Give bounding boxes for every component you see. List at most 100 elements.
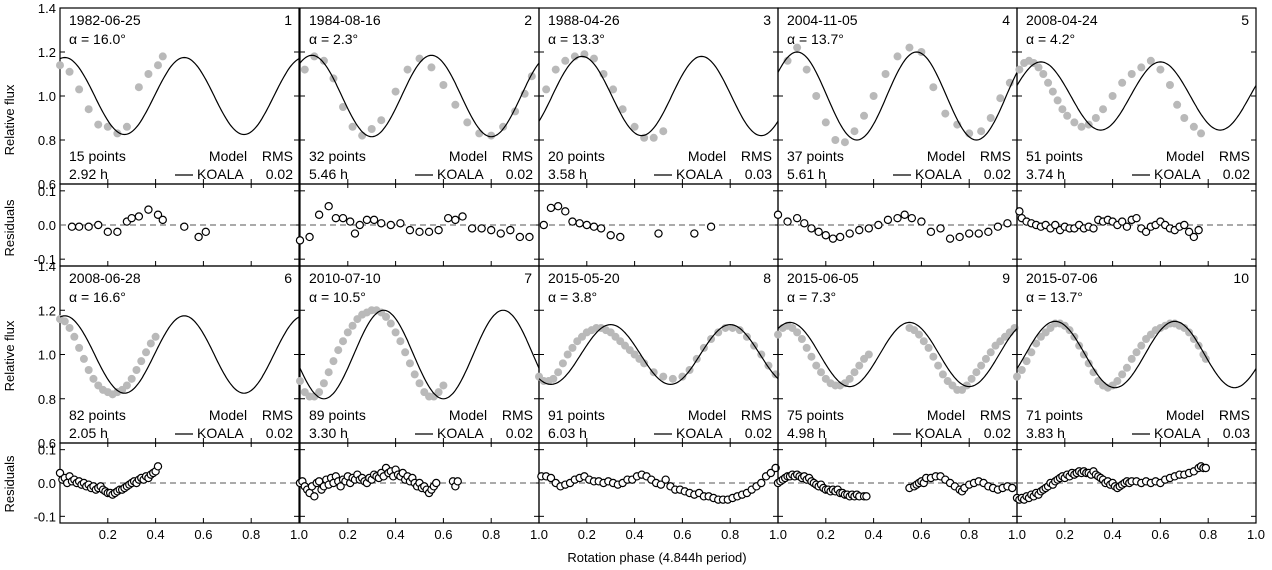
flux-point	[434, 388, 443, 397]
residual-tick-label: 0.0	[38, 218, 56, 233]
panel-alpha: α = 4.2°	[1026, 31, 1075, 47]
flux-point	[358, 131, 367, 140]
panel-number: 4	[1002, 12, 1010, 28]
flux-point	[329, 357, 338, 366]
panel-number: 9	[1002, 270, 1010, 286]
residual-point	[546, 203, 556, 213]
flux-point	[396, 337, 405, 346]
flux-point	[640, 359, 649, 368]
legend-model-header: Model	[927, 148, 965, 164]
residual-point	[324, 202, 333, 211]
x-tick-label: 1.0	[769, 527, 787, 542]
flux-point	[542, 85, 551, 94]
panel-alpha: α = 13.7°	[787, 31, 844, 47]
residual-point	[616, 232, 625, 242]
flux-point	[75, 343, 84, 352]
panel-number: 5	[1241, 12, 1249, 28]
legend-rms-value: 0.02	[1223, 166, 1250, 182]
residual-point	[706, 222, 716, 231]
residual-point	[864, 224, 874, 233]
panel-date: 2010-07-10	[309, 270, 381, 286]
flux-point	[1022, 357, 1031, 366]
residual-point	[974, 229, 983, 238]
flux-tick-label: 0.6	[38, 436, 56, 451]
residual-point	[362, 215, 372, 225]
residual-point	[596, 224, 606, 233]
flux-point	[391, 87, 400, 96]
legend-model-name: KOALA	[1154, 425, 1201, 441]
x-tick-label: 0.4	[626, 527, 644, 542]
flux-point	[972, 368, 981, 377]
residual-point	[153, 210, 163, 219]
x-axis-label: Rotation phase (4.844h period)	[567, 550, 746, 565]
residual-point	[568, 217, 577, 226]
legend-model-header: Model	[209, 148, 247, 164]
flux-point	[415, 54, 424, 63]
legend-rms-value: 0.03	[745, 166, 772, 182]
flux-point	[855, 361, 864, 370]
flux-point	[568, 343, 577, 352]
residual-point	[377, 219, 386, 228]
residual-point	[1008, 483, 1017, 493]
flux-point	[475, 129, 484, 138]
residual-point	[432, 478, 441, 488]
legend-model-header: Model	[449, 148, 487, 164]
flux-point	[1048, 87, 1057, 96]
residual-point	[305, 232, 314, 242]
panel-duration: 5.46 h	[309, 166, 348, 182]
legend-rms-value: 0.02	[266, 166, 293, 182]
residual-point	[1141, 227, 1151, 237]
flux-point	[929, 352, 938, 361]
flux-point	[630, 122, 639, 131]
model-curve	[1016, 61, 1257, 131]
residual-point	[553, 202, 563, 211]
flux-point	[463, 118, 472, 127]
model-curve	[59, 315, 300, 394]
flux-point	[153, 61, 162, 70]
residual-point	[661, 475, 670, 484]
flux-point	[137, 357, 146, 366]
x-tick-label: 0.6	[434, 527, 452, 542]
flux-point	[405, 359, 414, 368]
flux-point	[103, 122, 112, 131]
residual-point	[606, 231, 615, 240]
flux-point	[427, 63, 436, 72]
residual-point	[1184, 227, 1194, 237]
flux-point	[558, 359, 567, 368]
flux-point	[860, 111, 869, 120]
flux-point	[1017, 365, 1026, 374]
flux-point	[439, 381, 448, 390]
flux-point	[401, 348, 410, 357]
residual-point	[515, 232, 525, 242]
flux-point	[1027, 348, 1036, 357]
ylabel-flux-row2: Relative flux	[2, 320, 17, 391]
residual-point	[477, 224, 486, 233]
legend-model-header: Model	[688, 148, 726, 164]
flux-point	[840, 138, 849, 147]
residual-point	[314, 210, 324, 219]
panel-points-count: 37 points	[787, 148, 844, 164]
x-tick-label: 0.8	[242, 527, 260, 542]
panel-alpha: α = 10.5°	[309, 289, 366, 305]
legend-rms-value: 0.02	[506, 166, 533, 182]
flux-point	[678, 372, 687, 381]
flux-point	[122, 122, 131, 131]
ylabel-flux-row1: Relative flux	[2, 84, 17, 155]
panel-duration: 2.92 h	[69, 166, 108, 182]
flux-point	[1108, 92, 1117, 100]
flux-point	[1137, 341, 1146, 350]
x-tick-label: 0.2	[1056, 527, 1074, 542]
flux-tick-label: 0.8	[38, 133, 56, 148]
x-tick-label: 0.2	[578, 527, 596, 542]
flux-point	[70, 332, 79, 341]
flux-point	[451, 100, 460, 109]
panel-duration: 3.83 h	[1026, 425, 1065, 441]
residual-point	[835, 232, 845, 242]
flux-point	[812, 361, 821, 370]
flux-point	[551, 65, 560, 74]
flux-point	[75, 85, 84, 94]
flux-point	[793, 328, 802, 337]
flux-point	[300, 65, 309, 74]
flux-point	[1197, 129, 1206, 138]
